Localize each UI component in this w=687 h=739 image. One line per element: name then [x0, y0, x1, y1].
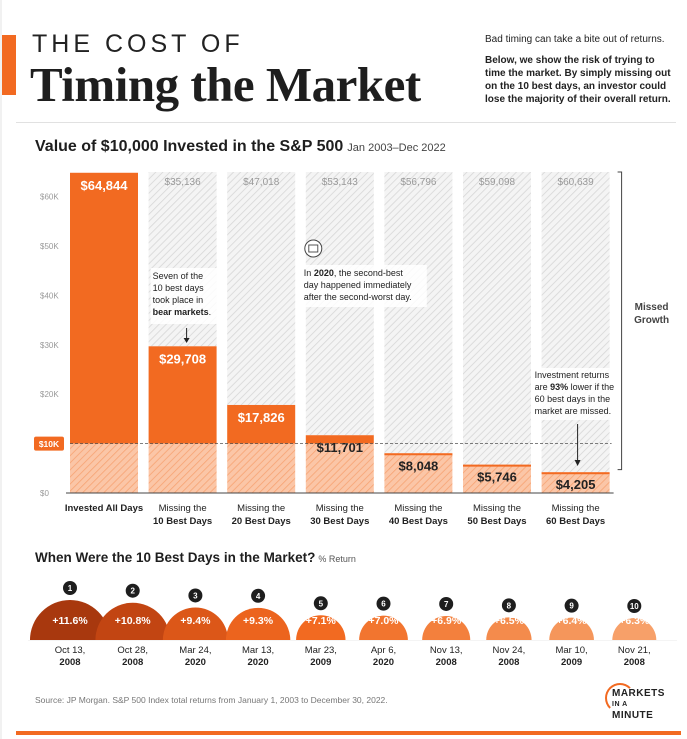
value-label: $17,826: [238, 410, 285, 425]
header-divider: [16, 122, 676, 123]
missed-growth-bar: [384, 172, 453, 454]
source-note: Source: JP Morgan. S&P 500 Index total r…: [35, 695, 388, 705]
category-label: Invested All Days: [65, 503, 143, 514]
value-label: $29,708: [159, 351, 206, 366]
y-tick-label: $30K: [40, 341, 59, 350]
arrow-head-icon: [574, 460, 581, 466]
section2-title-text: When Were the 10 Best Days in the Market…: [35, 550, 316, 565]
annotation-bg: [150, 268, 221, 324]
annotation-bg: [532, 368, 619, 420]
missed-growth-label: $53,143: [322, 177, 359, 188]
arrow-head-icon: [183, 338, 190, 343]
annotation-93-percent: Investment returns are 93% lower if the 60…: [535, 370, 615, 416]
value-bar: [70, 172, 138, 444]
value-label: $11,701: [317, 440, 363, 455]
value-bar-cap: [541, 472, 610, 475]
value-label: $4,205: [556, 477, 596, 492]
value-bar: [305, 435, 374, 444]
category-label: Missing the 50 Best Days: [467, 503, 526, 527]
title-small: THE COST OF: [32, 30, 244, 58]
title-accent-bar: [2, 35, 16, 95]
missed-growth-bar: [227, 172, 296, 405]
chart-title: Value of $10,000 Invested in the S&P 500…: [35, 138, 446, 156]
missed-growth-label: $35,136: [165, 177, 202, 188]
section2-title: When Were the 10 Best Days in the Market…: [35, 550, 356, 565]
value-bar-base: [148, 443, 217, 493]
y-tick-label: $40K: [40, 291, 59, 300]
annotation-bg: [301, 265, 427, 307]
missed-bracket: [617, 171, 623, 471]
chart-subtitle: Jan 2003–Dec 2022: [347, 142, 446, 154]
calendar-icon: [304, 239, 323, 258]
logo-line-2: IN A: [612, 701, 628, 708]
y-tick-label: $50K: [40, 242, 59, 251]
logo-line-1: MARKETS: [612, 688, 665, 699]
calendar-icon-inner: [308, 244, 319, 253]
annotation-2020: In 2020, the second-best day happened imm…: [304, 268, 412, 302]
value-bar-base: [70, 443, 138, 493]
category-label: Missing the 20 Best Days: [232, 503, 291, 527]
section2-subtitle: % Return: [318, 554, 356, 564]
y-tick-label: $0: [40, 489, 49, 498]
reference-label: $10K: [39, 439, 60, 449]
missed-growth-label: $47,018: [243, 177, 280, 188]
page-title: Timing the Market: [30, 57, 421, 112]
missed-growth-bar: [541, 172, 610, 473]
category-label: Missing the 40 Best Days: [389, 503, 448, 527]
missed-growth-bar: [463, 172, 531, 465]
value-bar: [463, 464, 531, 493]
missed-growth-label: $60,639: [558, 177, 595, 188]
intro-line-1: Bad timing can take a bite out of return…: [485, 34, 665, 45]
value-label: $64,844: [81, 178, 129, 193]
value-bar: [541, 472, 610, 493]
missed-growth-label: $56,796: [400, 177, 437, 188]
value-label: $5,746: [477, 470, 517, 485]
brand-logo: MARKETS IN A MINUTE: [612, 688, 665, 721]
bottom-rule: [16, 731, 681, 735]
value-bar-base: [227, 443, 296, 493]
y-tick-label: $20K: [40, 390, 59, 399]
chart-title-text: Value of $10,000 Invested in the S&P 500: [35, 138, 344, 155]
missed-growth-label: $59,098: [479, 177, 516, 188]
value-bar: [384, 453, 453, 493]
value-bar: [227, 404, 296, 444]
logo-line-3: MINUTE: [612, 710, 654, 721]
reference-pill: [34, 436, 64, 451]
value-bar-base: [305, 443, 374, 493]
annotation-bear-markets: Seven of the 10 best days took place in bea…: [153, 271, 212, 317]
value-bar-cap: [384, 453, 453, 456]
intro-line-2: Below, we show the risk of trying to tim…: [485, 55, 671, 105]
value-bar: [148, 346, 217, 444]
value-label: $8,048: [399, 458, 439, 473]
logo-ring-icon: [605, 683, 635, 713]
category-label: Missing the 10 Best Days: [153, 503, 212, 527]
category-label: Missing the 30 Best Days: [310, 503, 369, 527]
y-tick-label: $60K: [40, 193, 59, 202]
category-label: Missing the 60 Best Days: [546, 503, 605, 527]
value-bar-cap: [463, 464, 531, 467]
missed-growth-axis-label: Missed Growth: [634, 302, 669, 326]
